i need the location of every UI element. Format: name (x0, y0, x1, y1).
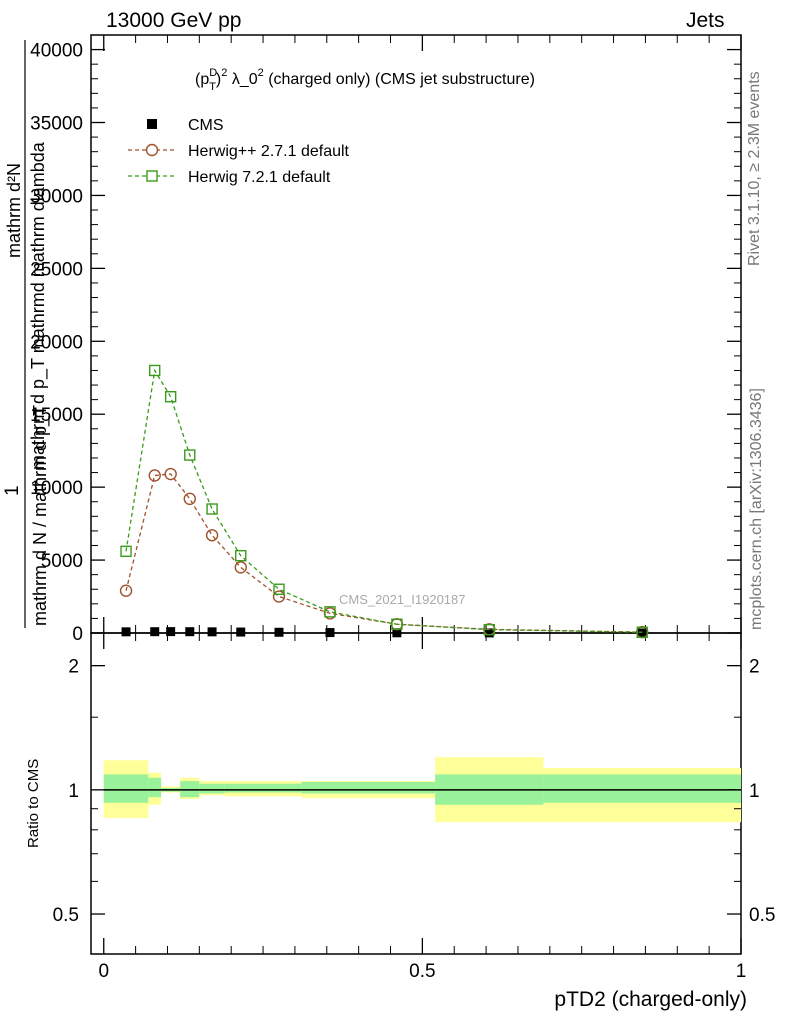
legend-label-cms: CMS (188, 117, 224, 134)
ratio-y-tick-label-right: 1 (749, 781, 760, 802)
x-axis-label: pTD2 (charged-only) (554, 988, 747, 1011)
herwigpp-data-point (234, 561, 247, 574)
main-y-tick-label: 0 (72, 624, 83, 645)
main-y-tick-label: 5000 (41, 551, 83, 572)
cms-data-point (207, 627, 217, 637)
ratio-y-tick-label-right: 2 (749, 657, 760, 678)
cms-data-point (185, 627, 195, 637)
cms-data-point (325, 628, 335, 638)
ratio-band-inner (148, 777, 162, 798)
series-line-2 (125, 368, 643, 633)
legend-label-herwigpp: Herwig++ 2.7.1 default (188, 143, 350, 160)
series-layer (119, 364, 649, 639)
legend: CMS Herwig++ 2.7.1 default Herwig 7.2.1 … (128, 117, 350, 186)
herwig7-data-point (483, 623, 495, 636)
herwig7-data-point (206, 503, 218, 515)
main-y-tick-label: 10000 (30, 478, 83, 499)
cms-data-point (392, 628, 402, 638)
ratio-y-tick-label-left: 2 (68, 657, 79, 678)
x-axis: 0 0.5 1 (98, 35, 746, 982)
herwigpp-data-point (148, 469, 161, 482)
header-energy: 13000 GeV pp (106, 9, 242, 32)
cms-data-point (637, 628, 647, 638)
cms-data-point (150, 627, 160, 637)
ratio-band-inner (199, 783, 225, 794)
herwig7-data-point (184, 449, 196, 461)
legend-marker-herwigpp (145, 143, 159, 157)
y-label-leading-one: 1 (2, 485, 23, 496)
y-label-numerator-bottom: mathrm d p_T mathrmd mathrm dlambda (28, 141, 49, 470)
cms-data-point (274, 627, 284, 637)
ratio-y-axis: 0.5 0.5 1 1 2 2 (53, 657, 776, 926)
main-y-tick-label: 25000 (30, 259, 83, 280)
main-y-axis: 0 5000 10000 15000 20000 25000 30000 35000 40000 (30, 41, 741, 645)
legend-marker-cms (147, 119, 157, 129)
x-tick-label: 0 (98, 961, 109, 982)
herwigpp-data-point (272, 590, 286, 603)
herwigpp-data-point (183, 492, 196, 506)
x-tick-label: 1 (736, 961, 747, 982)
legend-label-herwig7: Herwig 7.2.1 default (188, 169, 331, 186)
series-line-1 (125, 473, 643, 633)
ratio-band-inner (224, 783, 302, 793)
ratio-band-inner (543, 774, 741, 803)
ratio-y-tick-label-left: 0.5 (53, 905, 79, 926)
main-y-tick-label: 15000 (30, 405, 83, 426)
cms-data-point (484, 628, 494, 638)
ratio-y-tick-label-right: 0.5 (749, 905, 775, 926)
herwigpp-data-point (119, 584, 133, 597)
main-y-tick-label: 35000 (30, 114, 83, 135)
x-tick-label: 0.5 (409, 961, 435, 982)
rivet-version-label: Rivet 3.1.10, ≥ 2.3M events (746, 71, 763, 266)
herwig7-data-point (391, 618, 403, 630)
herwig7-data-point (149, 364, 161, 377)
main-y-tick-label: 20000 (30, 332, 83, 353)
ratio-y-label: Ratio to CMS (25, 759, 42, 848)
ratio-band-inner (103, 774, 149, 803)
main-y-tick-label: 30000 (30, 186, 83, 207)
main-y-tick-label: 40000 (30, 41, 83, 62)
header-jets: Jets (686, 9, 725, 32)
ratio-y-tick-label-left: 1 (68, 781, 79, 802)
herwig7-data-point (164, 391, 177, 403)
cms-data-point (236, 627, 246, 637)
cms-data-point (166, 627, 176, 637)
y-label-numerator-top: mathrm d²N (4, 163, 24, 258)
legend-marker-herwig7 (146, 170, 158, 182)
main-y-label: 1 mathrm d N / mathrm d p_T mathrm d²N m… (2, 40, 51, 628)
cms-data-point (121, 627, 131, 637)
herwigpp-data-point (164, 467, 177, 481)
plot-title: (pD T)2 λ_02 (charged only) (CMS jet subs… (195, 67, 535, 93)
herwig7-data-point (636, 626, 648, 638)
herwig7-data-point (324, 606, 336, 618)
ratio-band-inner (301, 781, 436, 794)
herwig7-data-point (273, 583, 285, 595)
y-label-denominator: mathrm d N / mathrm d p_T (30, 405, 51, 626)
herwig7-data-point (235, 549, 247, 562)
herwigpp-data-point (205, 529, 219, 542)
herwig7-data-point (120, 545, 132, 558)
analysis-watermark: CMS_2021_I1920187 (339, 592, 466, 607)
mcplots-label: mcplots.cern.ch [arXiv:1306.3436] (748, 388, 765, 630)
